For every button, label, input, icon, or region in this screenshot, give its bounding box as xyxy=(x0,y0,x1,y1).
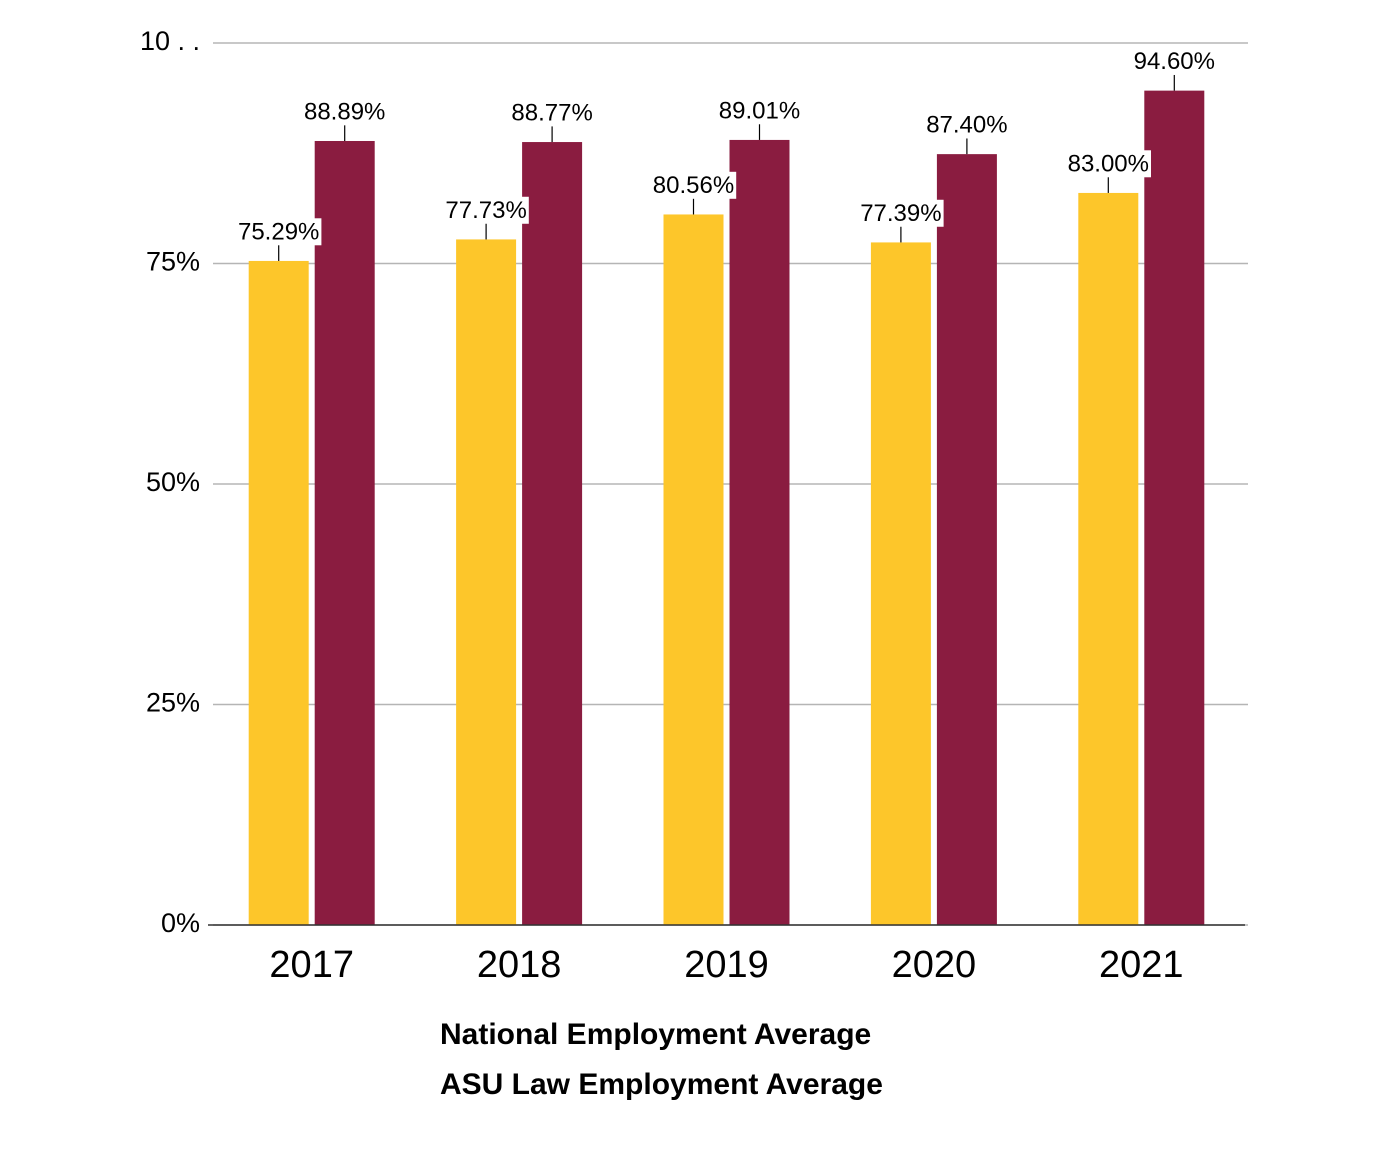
bar xyxy=(456,239,517,926)
label-bg xyxy=(301,98,388,126)
data-label-text: 77.39% xyxy=(860,200,941,227)
x-tick-label: 2018 xyxy=(477,944,562,986)
data-label: 80.56% xyxy=(650,171,737,199)
bar xyxy=(936,154,997,925)
label-bg xyxy=(858,199,944,227)
data-label-text: 88.77% xyxy=(511,99,592,126)
label-bg xyxy=(650,171,737,199)
bar xyxy=(1078,192,1139,925)
data-label-text: 94.60% xyxy=(1134,48,1215,75)
bar xyxy=(1144,90,1205,926)
y-tick-label: 75% xyxy=(146,247,200,277)
bar xyxy=(663,214,724,925)
x-tick-label: 2020 xyxy=(892,944,977,986)
label-bg xyxy=(924,111,1010,139)
y-tick-label: 50% xyxy=(146,467,200,497)
legend-entry: ASU Law Employment Average xyxy=(440,1068,883,1101)
label-bg xyxy=(716,97,803,125)
bar xyxy=(729,139,790,926)
bar xyxy=(248,260,309,925)
data-label-text: 80.56% xyxy=(653,172,734,199)
y-tick-label: 25% xyxy=(146,688,200,718)
data-label: 83.00% xyxy=(1065,150,1152,178)
data-label: 77.39% xyxy=(858,199,944,227)
bar xyxy=(314,140,375,925)
data-label: 89.01% xyxy=(716,97,803,125)
data-label: 94.60% xyxy=(1131,47,1218,75)
label-bg xyxy=(443,196,529,224)
data-label: 87.40% xyxy=(924,111,1010,139)
data-label: 88.77% xyxy=(509,99,595,127)
y-tick-label: 10 . . xyxy=(140,26,200,56)
x-tick-label: 2019 xyxy=(684,944,769,986)
data-label: 88.89% xyxy=(301,98,388,126)
bar xyxy=(870,242,931,926)
data-label: 75.29% xyxy=(235,218,322,246)
data-label-text: 88.89% xyxy=(304,98,385,125)
x-tick-label: 2021 xyxy=(1099,944,1184,986)
label-bg xyxy=(235,218,322,246)
label-bg xyxy=(1131,47,1218,75)
data-label: 77.73% xyxy=(443,196,529,224)
data-label-text: 89.01% xyxy=(719,97,800,124)
x-tick-label: 2017 xyxy=(269,944,354,986)
label-bg xyxy=(1065,150,1152,178)
bar xyxy=(522,142,583,926)
data-label-text: 83.00% xyxy=(1068,150,1149,177)
data-label-text: 77.73% xyxy=(445,197,526,224)
y-tick-label: 0% xyxy=(161,908,200,938)
data-label-text: 75.29% xyxy=(238,218,319,245)
data-label-text: 87.40% xyxy=(926,111,1007,138)
legend-entry: National Employment Average xyxy=(440,1018,871,1051)
label-bg xyxy=(509,99,595,127)
